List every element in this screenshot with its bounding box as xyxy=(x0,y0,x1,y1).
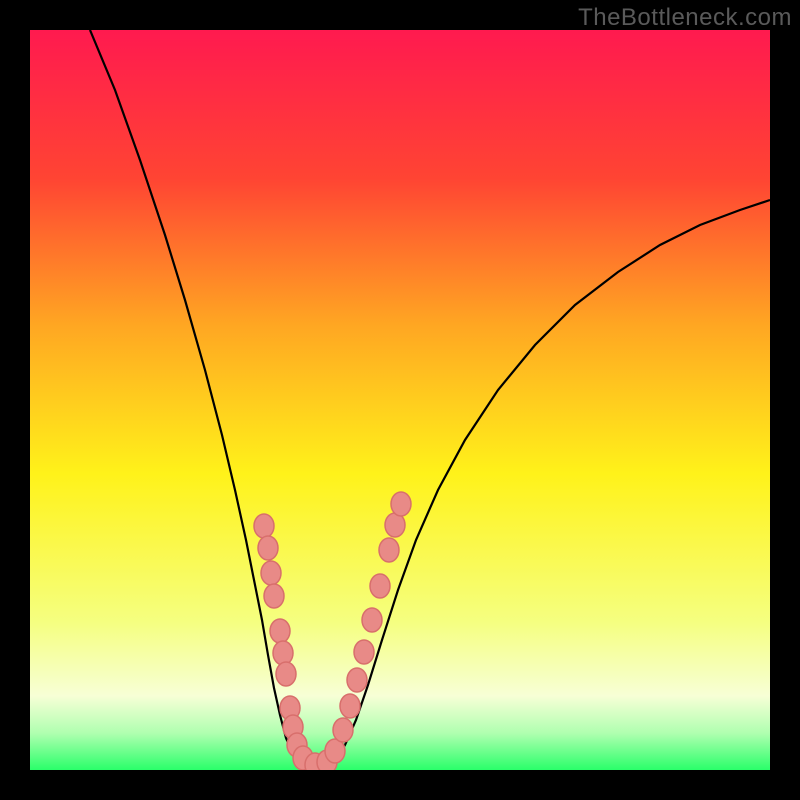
chart-container: TheBottleneck.com xyxy=(0,0,800,800)
chart-svg xyxy=(0,0,800,800)
plot-background-gradient xyxy=(30,30,770,770)
data-marker xyxy=(354,640,374,664)
data-marker xyxy=(261,561,281,585)
data-marker xyxy=(270,619,290,643)
data-marker xyxy=(276,662,296,686)
data-marker xyxy=(254,514,274,538)
data-marker xyxy=(273,641,293,665)
data-marker xyxy=(340,694,360,718)
data-marker xyxy=(391,492,411,516)
watermark-text: TheBottleneck.com xyxy=(578,4,792,32)
data-marker xyxy=(347,668,367,692)
data-marker xyxy=(264,584,284,608)
data-marker xyxy=(333,718,353,742)
data-marker xyxy=(362,608,382,632)
data-marker xyxy=(258,536,278,560)
data-marker xyxy=(370,574,390,598)
data-marker xyxy=(379,538,399,562)
